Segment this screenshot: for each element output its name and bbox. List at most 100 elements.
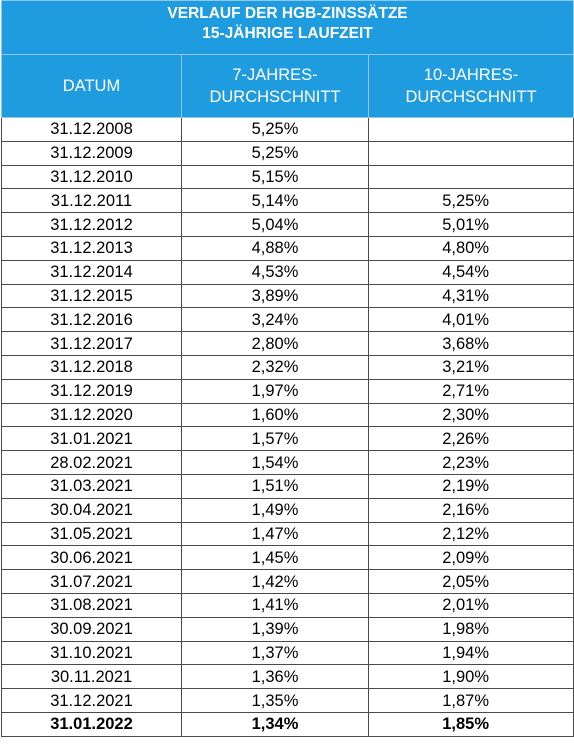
- cell-7-year-average: 5,15%: [181, 164, 369, 190]
- cell-7-year-average: 1,36%: [181, 664, 369, 690]
- cell-date: 31.12.2021: [1, 688, 182, 713]
- cell-10-year-average: 3,68%: [367, 331, 574, 356]
- table-row: 31.05.2021 1,47% 2,12%: [1, 521, 574, 547]
- cell-7-year-average: 1,97%: [181, 378, 369, 404]
- table-row: 31.12.2017 2,80% 3,68%: [1, 331, 574, 356]
- cell-7-year-average: 1,47%: [181, 521, 369, 547]
- column-header-7-year-line-1: 7-JAHRES-: [232, 66, 318, 84]
- table-row: 31.12.2021 1,35% 1,87%: [1, 688, 574, 713]
- cell-date: 30.11.2021: [1, 664, 182, 690]
- cell-date: 31.12.2016: [1, 307, 182, 333]
- cell-7-year-average: 1,45%: [181, 545, 369, 571]
- table-row: 31.12.2013 4,88% 4,80%: [1, 235, 574, 261]
- cell-date: 31.05.2021: [1, 521, 182, 547]
- table-row: 31.12.2008 5,25%: [1, 117, 574, 142]
- cell-date: 31.12.2009: [1, 140, 182, 166]
- cell-7-year-average: 1,39%: [181, 616, 369, 642]
- cell-date: 30.06.2021: [1, 545, 182, 571]
- table-row: 31.12.2020 1,60% 2,30%: [1, 402, 574, 428]
- cell-10-year-average: 1,94%: [367, 640, 574, 666]
- cell-date: 31.03.2021: [1, 473, 182, 499]
- cell-date: 30.04.2021: [1, 497, 182, 523]
- column-header-row: DATUM 7-JAHRES- DURCHSCHNITT 10-JAHRES- …: [1, 54, 574, 118]
- cell-7-year-average: 1,51%: [181, 473, 369, 499]
- cell-10-year-average: 1,98%: [367, 616, 574, 642]
- column-header-7-year-average: 7-JAHRES- DURCHSCHNITT: [181, 54, 369, 118]
- cell-7-year-average: 1,60%: [181, 402, 369, 428]
- table-row: 31.12.2016 3,24% 4,01%: [1, 307, 574, 333]
- cell-date: 31.12.2020: [1, 402, 182, 428]
- cell-10-year-average: 2,12%: [367, 521, 574, 547]
- table-row: 30.09.2021 1,39% 1,98%: [1, 616, 574, 642]
- cell-date: 31.12.2012: [1, 212, 182, 237]
- column-header-10-year-line-1: 10-JAHRES-: [423, 66, 519, 84]
- cell-7-year-average: 1,35%: [181, 688, 369, 713]
- cell-7-year-average: 1,54%: [181, 450, 369, 475]
- cell-10-year-average: 2,19%: [367, 473, 574, 499]
- table-row: 31.03.2021 1,51% 2,19%: [1, 473, 574, 499]
- cell-7-year-average: 1,57%: [181, 426, 369, 452]
- cell-date: 31.12.2011: [1, 188, 182, 214]
- cell-date: 31.12.2014: [1, 259, 182, 285]
- cell-date: 31.07.2021: [1, 569, 182, 594]
- cell-7-year-average: 4,88%: [181, 235, 369, 261]
- cell-7-year-average: 4,53%: [181, 259, 369, 285]
- cell-10-year-average: 2,01%: [367, 592, 574, 618]
- table-row: 31.01.2022 1,34% 1,85%: [1, 711, 574, 737]
- cell-7-year-average: 1,41%: [181, 592, 369, 618]
- column-header-date: DATUM: [1, 54, 182, 118]
- table-title-line-1: VERLAUF DER HGB-ZINSSÄTZE: [167, 5, 408, 22]
- table-row: 31.12.2019 1,97% 2,71%: [1, 378, 574, 404]
- cell-10-year-average: 5,01%: [367, 212, 574, 237]
- cell-10-year-average: 4,31%: [367, 283, 574, 309]
- cell-date: 31.12.2010: [1, 164, 182, 190]
- cell-10-year-average: 2,05%: [367, 569, 574, 594]
- table-title-line-2: 15-JÄHRIGE LAUFZEIT: [202, 25, 373, 42]
- cell-date: 31.08.2021: [1, 592, 182, 618]
- cell-7-year-average: 3,89%: [181, 283, 369, 309]
- cell-7-year-average: 3,24%: [181, 307, 369, 333]
- cell-7-year-average: 2,32%: [181, 354, 369, 380]
- cell-date: 31.01.2021: [1, 426, 182, 452]
- table-row: 31.07.2021 1,42% 2,05%: [1, 569, 574, 594]
- table-row: 30.04.2021 1,49% 2,16%: [1, 497, 574, 523]
- cell-7-year-average: 1,34%: [181, 711, 369, 737]
- table-row: 30.06.2021 1,45% 2,09%: [1, 545, 574, 571]
- cell-10-year-average: 2,26%: [367, 426, 574, 452]
- table-body: 31.12.2008 5,25% 31.12.2009 5,25% 31.12.2010…: [1, 117, 574, 737]
- table-row: 31.12.2010 5,15%: [1, 164, 574, 190]
- cell-date: 31.12.2018: [1, 354, 182, 380]
- cell-10-year-average: 2,71%: [367, 378, 574, 404]
- cell-7-year-average: 1,42%: [181, 569, 369, 594]
- cell-date: 31.12.2013: [1, 235, 182, 261]
- table-row: 31.01.2021 1,57% 2,26%: [1, 426, 574, 452]
- cell-date: 31.12.2017: [1, 331, 182, 356]
- table-row: 31.10.2021 1,37% 1,94%: [1, 640, 574, 666]
- cell-10-year-average: [367, 140, 574, 166]
- table-row: 31.12.2009 5,25%: [1, 140, 574, 166]
- cell-date: 31.12.2019: [1, 378, 182, 404]
- cell-10-year-average: 4,54%: [367, 259, 574, 285]
- cell-10-year-average: 2,16%: [367, 497, 574, 523]
- table-row: 31.12.2015 3,89% 4,31%: [1, 283, 574, 309]
- cell-10-year-average: 1,90%: [367, 664, 574, 690]
- cell-10-year-average: 1,85%: [367, 711, 574, 737]
- cell-7-year-average: 1,49%: [181, 497, 369, 523]
- table-row: 31.08.2021 1,41% 2,01%: [1, 592, 574, 618]
- cell-7-year-average: 1,37%: [181, 640, 369, 666]
- cell-7-year-average: 5,25%: [181, 117, 369, 142]
- cell-10-year-average: 5,25%: [367, 188, 574, 214]
- cell-10-year-average: 4,80%: [367, 235, 574, 261]
- cell-7-year-average: 5,04%: [181, 212, 369, 237]
- table-row: 31.12.2018 2,32% 3,21%: [1, 354, 574, 380]
- table-row: 28.02.2021 1,54% 2,23%: [1, 450, 574, 475]
- cell-7-year-average: 5,14%: [181, 188, 369, 214]
- table-row: 30.11.2021 1,36% 1,90%: [1, 664, 574, 690]
- cell-10-year-average: 1,87%: [367, 688, 574, 713]
- column-header-date-label: DATUM: [62, 77, 121, 95]
- cell-7-year-average: 2,80%: [181, 331, 369, 356]
- table-row: 31.12.2014 4,53% 4,54%: [1, 259, 574, 285]
- column-header-7-year-line-2: DURCHSCHNITT: [209, 88, 341, 106]
- cell-date: 31.01.2022: [1, 711, 182, 737]
